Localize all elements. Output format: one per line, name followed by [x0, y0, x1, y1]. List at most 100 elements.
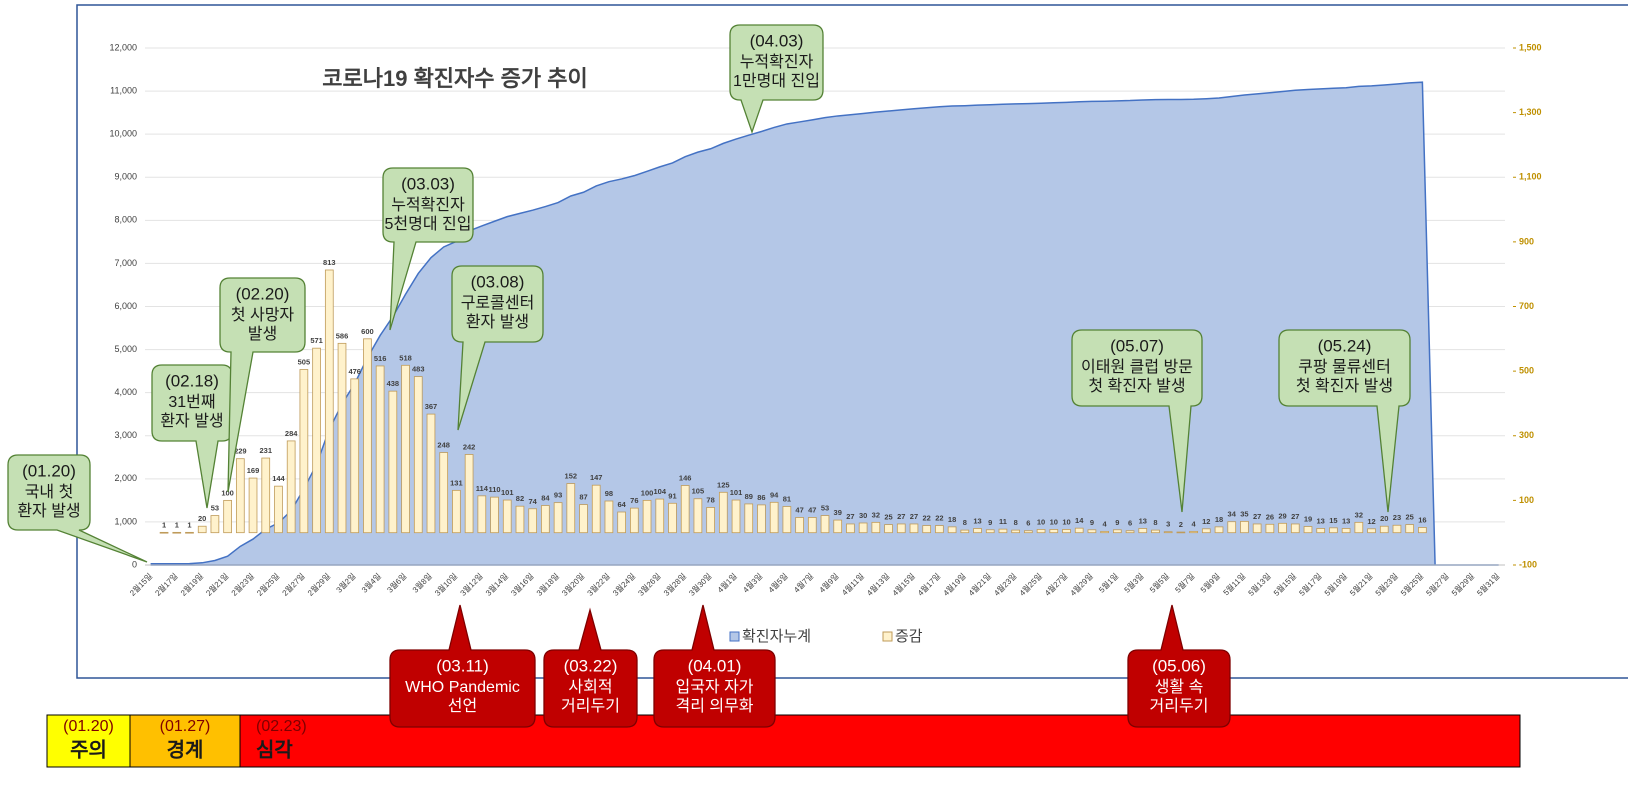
bar [985, 529, 995, 534]
bar-label: 114 [476, 484, 489, 493]
bar-label: 76 [630, 496, 638, 505]
bar [1392, 524, 1402, 534]
annotation [219, 277, 306, 493]
y-tick-label: 7,000 [114, 258, 137, 268]
bar [935, 525, 944, 534]
annotation-text: 1만명대 진입 [733, 72, 820, 90]
bar-label: 110 [488, 485, 500, 494]
alert-label: 경계 [167, 738, 204, 761]
annotation [451, 265, 544, 431]
bar [630, 507, 639, 534]
bar-label: 242 [463, 442, 476, 451]
bar-label: 9 [1115, 518, 1119, 527]
bar-label: 131 [450, 478, 463, 487]
bar-label: 16 [1418, 516, 1426, 525]
y-tick-label: 2,000 [114, 473, 137, 483]
bar-label: 87 [579, 493, 587, 502]
bar-label: 93 [554, 491, 562, 500]
bar-label: 571 [310, 336, 323, 345]
bar-label: 367 [425, 402, 438, 411]
bar-label: 14 [1075, 516, 1084, 525]
annotation-text: 국내 첫 [25, 483, 74, 501]
annotation-text: 첫 확진자 발생 [1088, 377, 1185, 395]
bar-label: 152 [565, 472, 578, 481]
y2-tick-label: 1,500 [1519, 42, 1542, 52]
bar [947, 526, 957, 534]
bar [1379, 525, 1389, 534]
bar-label: 26 [1266, 512, 1274, 521]
bar-label: 101 [501, 488, 514, 497]
bar-label: 74 [528, 497, 537, 506]
annotation-text: 환자 발생 [17, 502, 80, 520]
bar [388, 390, 398, 534]
annotation-text: 5천명대 진입 [385, 215, 472, 233]
policy-annotation-text: 거리두기 [561, 697, 620, 715]
annotation-text: 환자 발생 [160, 412, 223, 430]
bar-label: 98 [605, 489, 613, 498]
bar-label: 32 [872, 510, 880, 519]
bar-label: 8 [963, 518, 967, 527]
bar-label: 231 [259, 446, 272, 455]
bar [426, 413, 436, 534]
bar-label: 10 [1037, 517, 1045, 526]
bar-label: 27 [846, 512, 854, 521]
annotation-text: 31번째 [168, 393, 215, 411]
bar [1049, 529, 1059, 534]
bar [846, 523, 855, 534]
bar-label: 518 [399, 353, 412, 362]
legend-label: 증감 [895, 628, 923, 645]
y2-tick-label: 700 [1519, 301, 1534, 311]
annotation-text: 첫 사망자 [231, 306, 295, 324]
y-tick-label: 6,000 [114, 301, 137, 311]
bar-label: 25 [1406, 513, 1414, 522]
bar-label: 27 [1253, 512, 1261, 521]
bar [528, 508, 538, 534]
bar-label: 101 [730, 488, 743, 497]
policy-annotation-text: 사회적 [568, 678, 612, 696]
bar [185, 531, 194, 534]
bar-label: 89 [745, 492, 753, 501]
bar [1112, 529, 1122, 534]
bar [1329, 527, 1338, 534]
policy-annotation-text: 선언 [448, 697, 477, 715]
policy-annotation-text: 생활 속 [1155, 678, 1204, 696]
bar [312, 347, 321, 534]
y2-tick-label: 500 [1519, 366, 1534, 376]
bar-label: 144 [272, 474, 285, 483]
bar [731, 499, 741, 534]
bar-label: 146 [679, 473, 692, 482]
y-tick-label: 3,000 [114, 430, 137, 440]
bar [896, 523, 906, 534]
annotation-text: 쿠팡 물류센터 [1298, 358, 1391, 376]
bar [642, 499, 652, 534]
bar-label: 6 [1128, 519, 1132, 528]
bar [1163, 531, 1173, 534]
bar [248, 477, 258, 534]
alert-label: 주의 [70, 738, 107, 761]
bar [680, 485, 690, 534]
bar [871, 521, 881, 534]
bar [1405, 524, 1415, 534]
bar [375, 365, 385, 534]
bar-label: 169 [247, 466, 260, 475]
bar [1240, 520, 1249, 534]
bar [1151, 529, 1160, 534]
bar-label: 3 [1166, 520, 1170, 529]
bar [1011, 529, 1020, 534]
bar-label: 505 [298, 357, 311, 366]
alert-level [239, 714, 1521, 768]
bar [261, 457, 271, 534]
bar-label: 39 [834, 508, 842, 517]
bar [401, 364, 410, 534]
y2-tick-label: 100 [1519, 495, 1534, 505]
bar [998, 528, 1008, 534]
bar-label: 1 [175, 520, 179, 529]
bar [1201, 528, 1211, 534]
bar-label: 20 [198, 514, 206, 523]
bar [172, 531, 182, 534]
y-tick-label: 4,000 [114, 387, 137, 397]
bar-label: 84 [541, 494, 550, 503]
bar-label: 27 [910, 512, 918, 521]
bar-label: 600 [361, 327, 374, 336]
